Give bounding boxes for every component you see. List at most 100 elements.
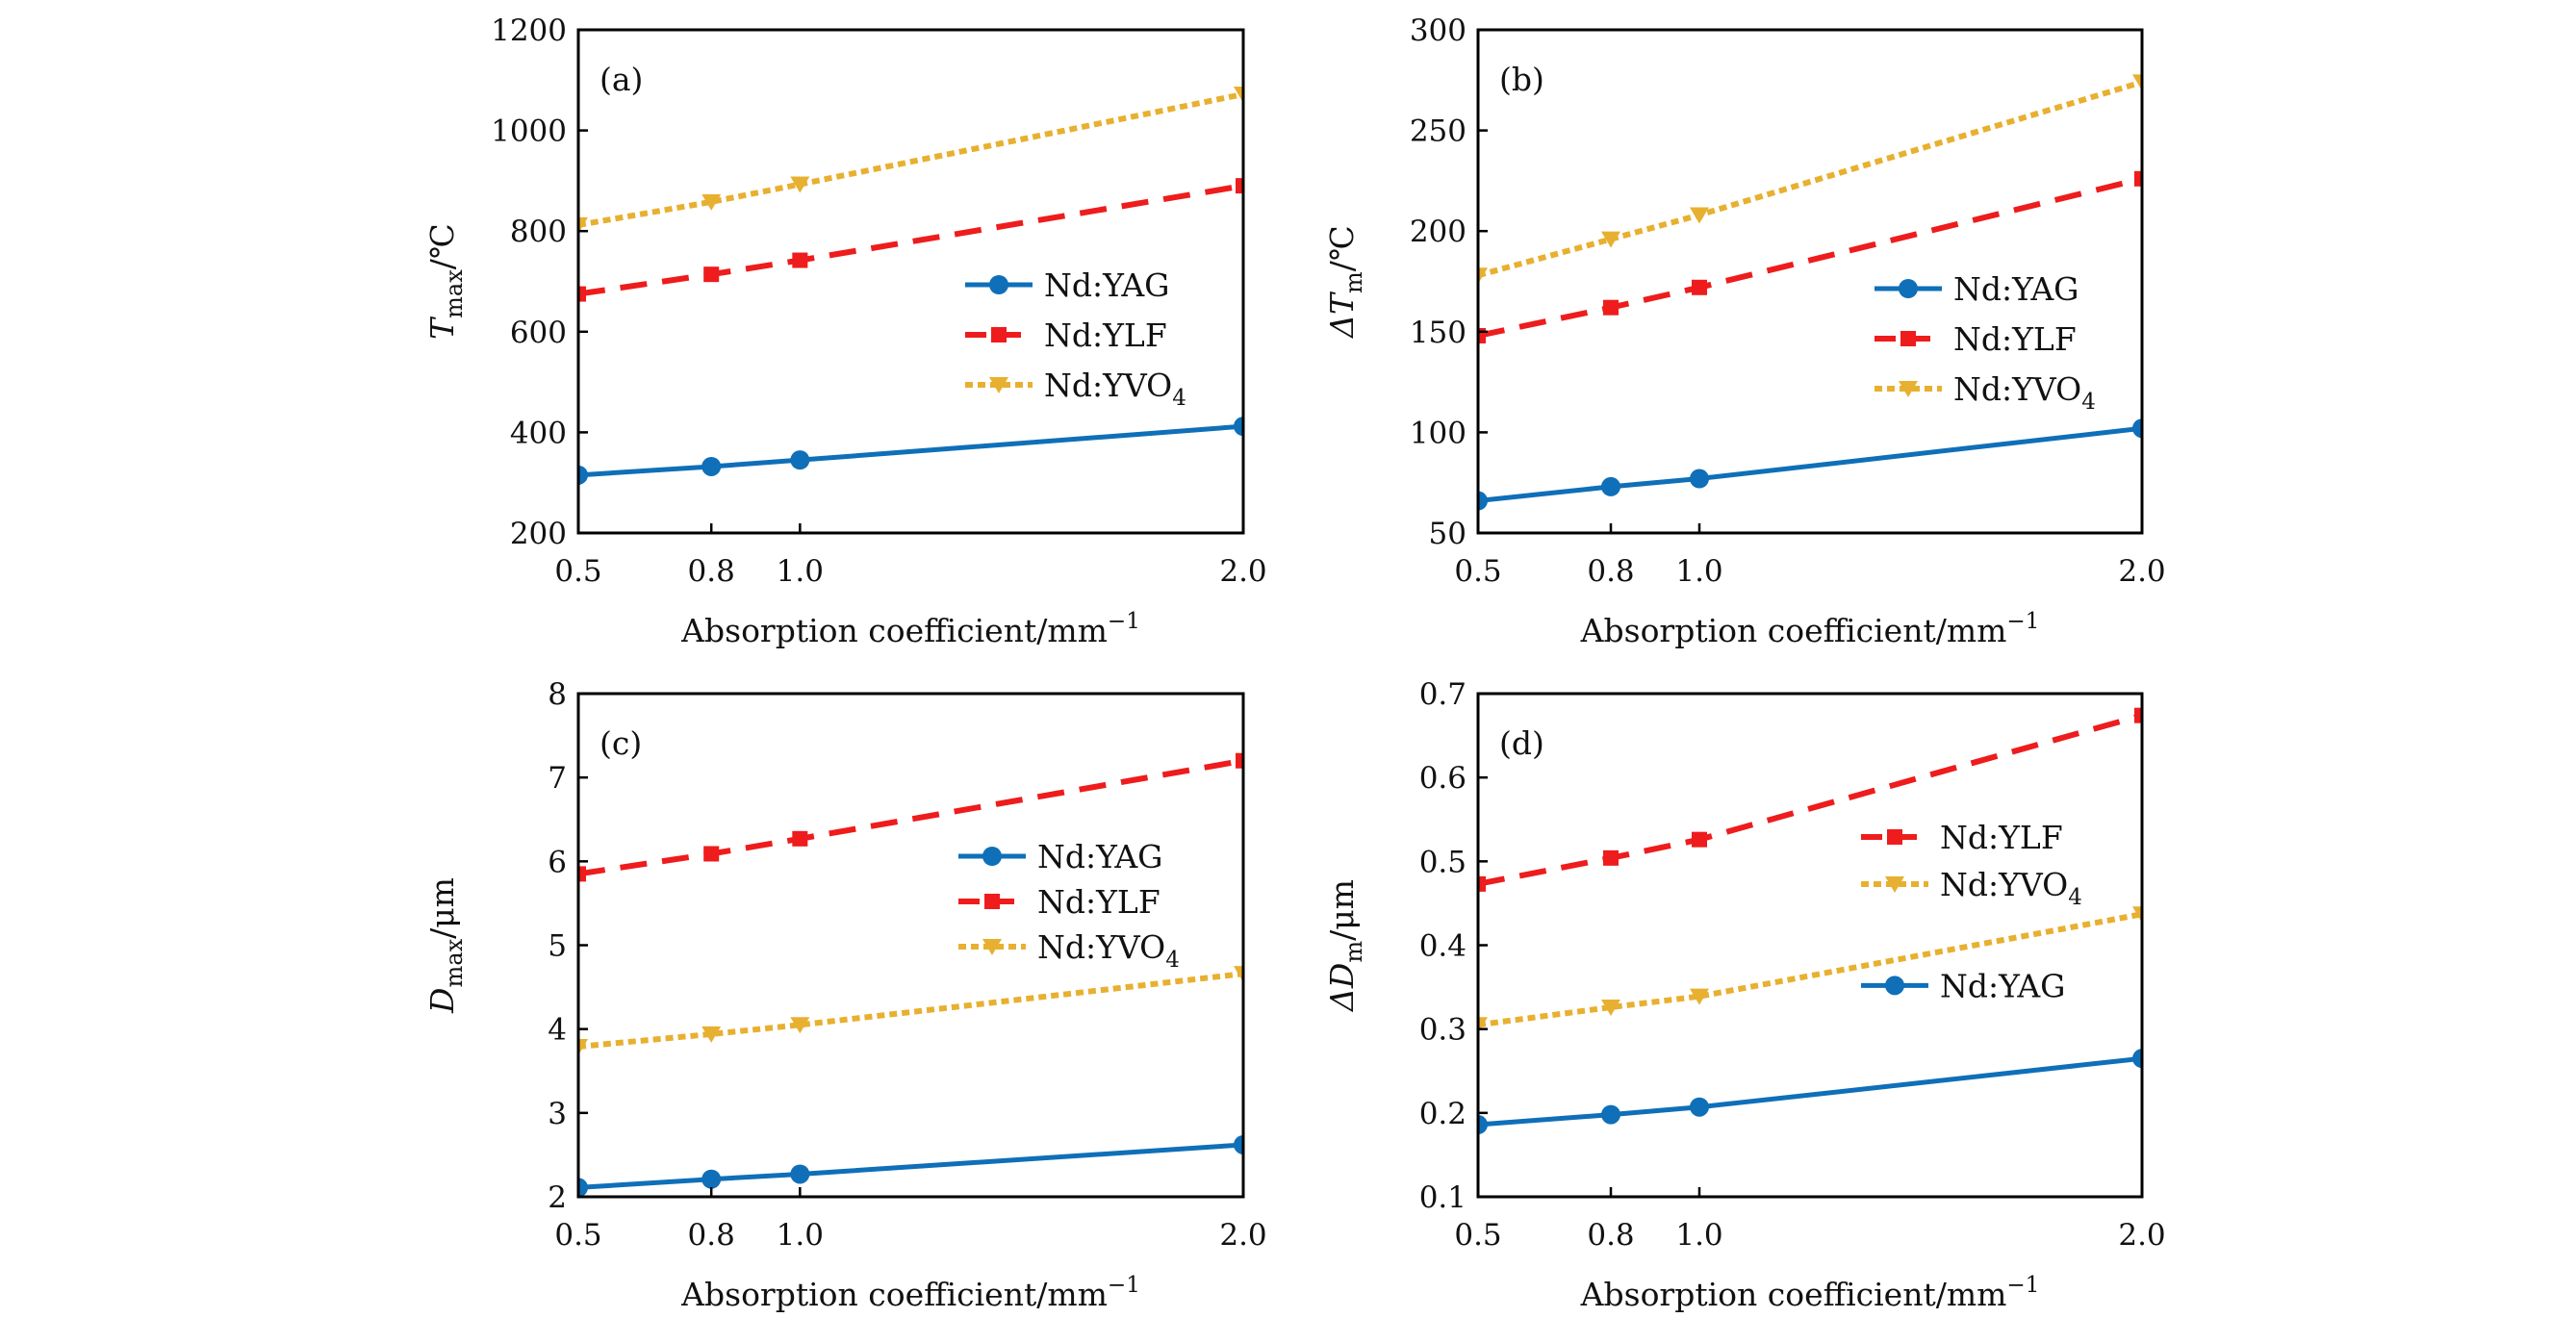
panel-tag: (d) [1499, 724, 1544, 762]
x-tick-label: 1.0 [1675, 1218, 1722, 1253]
data-point-nd-ylf [703, 266, 720, 283]
panel-tag: (c) [599, 724, 642, 762]
data-point-nd-yvo4 [790, 176, 810, 193]
data-point-nd-yag [701, 456, 722, 476]
y-tick-label: 50 [1429, 517, 1467, 551]
x-tick-label: 0.8 [1587, 554, 1634, 589]
axes-frame [576, 28, 1245, 535]
x-axis-label-superscript: −1 [2006, 609, 2039, 634]
data-point-nd-ylf [1603, 849, 1619, 866]
data-point-nd-yag [1234, 1134, 1243, 1154]
legend-label: Nd:YLF [1940, 819, 2063, 856]
legend-label: Nd:YVO4 [1037, 928, 1180, 973]
data-point-nd-yvo4 [1478, 267, 1488, 285]
series-line-nd-yvo4 [1478, 79, 2142, 279]
data-point-nd-yag [1690, 469, 1709, 489]
data-point-nd-ylf [792, 830, 808, 847]
x-tick-label: 0.5 [1454, 554, 1501, 589]
legend-item-nd-yag: Nd:YAG [965, 266, 1170, 304]
legend-marker [989, 377, 1008, 393]
data-point-nd-ylf [792, 252, 808, 268]
x-tick-label: 2.0 [2118, 554, 2165, 589]
series-line-nd-yag [578, 423, 1243, 478]
y-tick-label: 1000 [491, 114, 567, 149]
series-line-nd-yag [1478, 425, 2142, 504]
data-point-nd-ylf [578, 866, 586, 882]
x-axis-label-superscript: −1 [1108, 1273, 1140, 1298]
legend-marker [1885, 876, 1904, 893]
data-point-nd-ylf [1692, 831, 1707, 848]
data-point-nd-ylf [1603, 299, 1619, 316]
legend-item-nd-yvo4: Nd:YVO4 [1861, 866, 2082, 910]
y-axis-label-unit: /℃ [423, 223, 461, 269]
y-axis-label-unit: /℃ [1323, 225, 1361, 271]
data-point-nd-yvo4 [578, 216, 588, 234]
x-axis-label: Absorption coefficient/mm−1 [680, 1273, 1140, 1313]
data-point-nd-yag [1601, 476, 1620, 496]
legend-marker [1887, 829, 1902, 845]
y-axis-label-symbol: ΔD [1323, 963, 1361, 1013]
data-point-nd-ylf [1478, 327, 1486, 343]
data-point-nd-yvo4 [1234, 966, 1243, 983]
data-point-nd-yag [578, 465, 588, 485]
x-tick-label: 2.0 [1219, 554, 1266, 589]
y-tick-label: 5 [548, 929, 567, 964]
legend-label: Nd:YAG [1940, 967, 2066, 1004]
x-axis-label-superscript: −1 [2006, 1273, 2039, 1298]
legend-label-subscript: 4 [1172, 386, 1186, 411]
legend-marker [984, 894, 1000, 909]
data-point-nd-yvo4 [1601, 1000, 1620, 1017]
legend-label: Nd:YVO4 [1940, 866, 2082, 910]
y-tick-label: 200 [1410, 215, 1467, 249]
y-axis-label-unit: /μm [423, 877, 461, 939]
y-tick-label: 150 [1410, 316, 1467, 350]
legend-marker [989, 275, 1008, 294]
legend-item-nd-ylf: Nd:YLF [958, 883, 1160, 921]
data-point-nd-yvo4 [1234, 86, 1243, 103]
legend-item-nd-ylf: Nd:YLF [965, 317, 1167, 354]
data-point-nd-yvo4 [1690, 988, 1709, 1005]
y-axis-label: Tmax/℃ [423, 223, 468, 340]
data-point-nd-yvo4 [1690, 207, 1709, 224]
legend-item-nd-yvo4: Nd:YVO4 [1875, 370, 2096, 415]
y-axis-label-subscript: max [441, 269, 468, 318]
x-axis-label: Absorption coefficient/mm−1 [680, 609, 1140, 649]
legend-label: Nd:YAG [1037, 838, 1163, 875]
y-tick-label: 4 [548, 1013, 567, 1048]
y-tick-label: 0.1 [1419, 1180, 1467, 1215]
series-line-nd-yvo4 [1478, 911, 2142, 1028]
data-point-nd-ylf [1478, 875, 1486, 892]
x-tick-label: 1.0 [777, 554, 824, 589]
legend-label-subscript: 4 [2068, 885, 2082, 910]
legend-label: Nd:YVO4 [1044, 367, 1186, 411]
legend: Nd:YAG Nd:YLF Nd:YVO4 [965, 266, 1186, 411]
series-line-nd-ylf [1478, 712, 2142, 887]
y-axis-label: ΔDm/μm [1323, 879, 1367, 1013]
y-tick-label: 250 [1410, 114, 1467, 149]
legend-marker [1899, 279, 1918, 298]
y-axis-label-symbol: T [423, 316, 461, 340]
series-group [1478, 74, 2142, 511]
panel-d: 0.1 0.2 0.3 0.4 0.5 0.6 0.7 0.5 0.8 1.0 2.0 Absorpt… [1323, 677, 2166, 1313]
x-tick-label: 0.8 [1587, 1218, 1634, 1253]
legend-label: Nd:YLF [1953, 320, 2077, 358]
legend-label-subscript: 4 [2081, 390, 2096, 415]
legend-label: Nd:YLF [1044, 317, 1167, 354]
series-group [578, 752, 1243, 1197]
x-tick-label: 0.5 [554, 554, 601, 589]
data-point-nd-yag [1690, 1097, 1709, 1117]
legend-marker [991, 327, 1007, 342]
data-point-nd-yvo4 [578, 1038, 588, 1055]
y-axis-label: Dmax/μm [423, 877, 468, 1014]
panel-a: 200 400 600 800 1000 1200 0.5 0.8 1.0 2.0 Absorpti… [423, 13, 1267, 649]
legend: Nd:YAG Nd:YLF Nd:YVO4 [1875, 270, 2096, 415]
legend-item-nd-yvo4: Nd:YVO4 [965, 367, 1186, 411]
y-tick-label: 1200 [491, 13, 567, 48]
legend-label-subscript: 4 [1165, 948, 1180, 973]
x-tick-label: 0.8 [688, 554, 735, 589]
data-point-nd-yvo4 [701, 1026, 722, 1043]
panel-tag: (a) [599, 61, 643, 98]
data-point-nd-ylf [2134, 707, 2142, 723]
legend-item-nd-yag: Nd:YAG [958, 838, 1163, 875]
x-tick-label: 0.5 [1454, 1218, 1501, 1253]
